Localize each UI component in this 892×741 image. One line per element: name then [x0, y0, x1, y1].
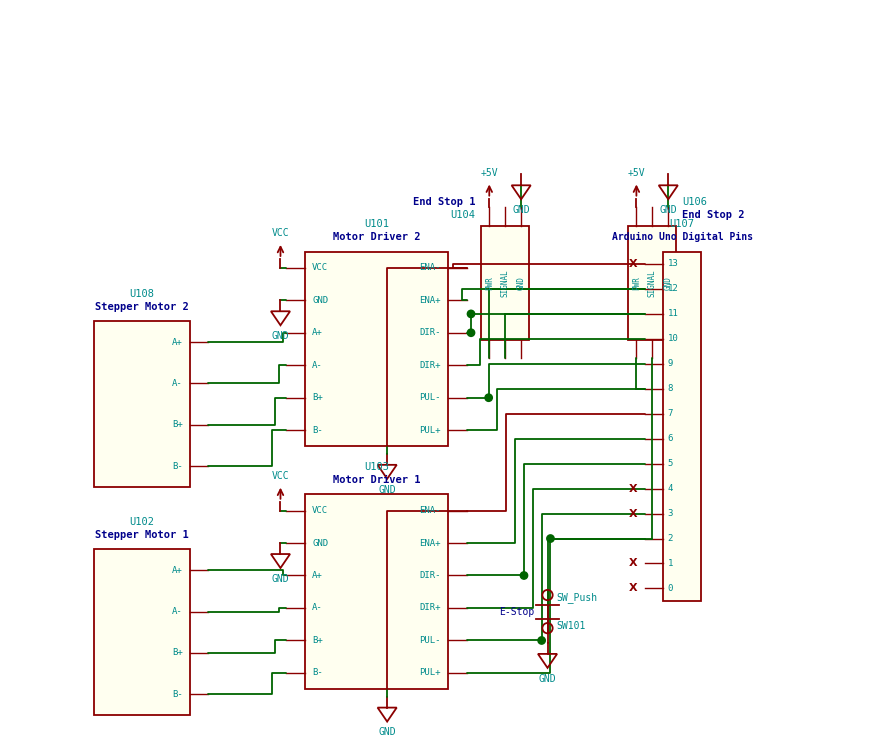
- Circle shape: [467, 329, 475, 336]
- Text: U102: U102: [129, 517, 154, 528]
- Circle shape: [485, 394, 492, 402]
- Text: 6: 6: [667, 434, 673, 443]
- Text: GND: GND: [272, 331, 289, 341]
- Text: X: X: [629, 508, 638, 519]
- Text: +5V: +5V: [628, 168, 645, 178]
- Text: DIR+: DIR+: [419, 603, 441, 613]
- Text: A-: A-: [172, 607, 183, 616]
- Text: 2: 2: [667, 534, 673, 543]
- Text: End Stop 1: End Stop 1: [413, 197, 475, 207]
- Text: 7: 7: [667, 409, 673, 418]
- Text: U101: U101: [364, 219, 389, 230]
- Text: B-: B-: [172, 462, 183, 471]
- Text: GND: GND: [659, 205, 677, 215]
- Text: ENA-: ENA-: [419, 263, 441, 272]
- Text: A+: A+: [172, 338, 183, 347]
- Text: Motor Driver 2: Motor Driver 2: [333, 232, 420, 242]
- FancyBboxPatch shape: [305, 251, 448, 446]
- Text: PWR: PWR: [484, 276, 494, 290]
- Text: SW101: SW101: [557, 621, 586, 631]
- Text: 4: 4: [667, 484, 673, 493]
- Text: U107: U107: [670, 219, 695, 230]
- Circle shape: [520, 572, 528, 579]
- Text: VCC: VCC: [312, 506, 328, 515]
- Text: SIGNAL: SIGNAL: [500, 269, 509, 296]
- Text: DIR-: DIR-: [419, 328, 441, 337]
- Text: GND: GND: [312, 296, 328, 305]
- Text: U103: U103: [364, 462, 389, 472]
- Text: GND: GND: [312, 539, 328, 548]
- Text: 5: 5: [667, 459, 673, 468]
- Text: B+: B+: [172, 648, 183, 657]
- FancyBboxPatch shape: [629, 226, 676, 340]
- Text: PUL+: PUL+: [419, 668, 441, 677]
- Text: A+: A+: [312, 328, 323, 337]
- Text: GND: GND: [516, 276, 525, 290]
- Text: B+: B+: [312, 393, 323, 402]
- Text: X: X: [629, 583, 638, 594]
- Text: GND: GND: [664, 276, 673, 290]
- Text: VCC: VCC: [272, 471, 289, 481]
- FancyBboxPatch shape: [305, 494, 448, 689]
- Text: Stepper Motor 1: Stepper Motor 1: [95, 530, 189, 540]
- Text: ENA-: ENA-: [419, 506, 441, 515]
- Text: B+: B+: [312, 636, 323, 645]
- Text: VCC: VCC: [312, 263, 328, 272]
- Text: X: X: [629, 559, 638, 568]
- FancyBboxPatch shape: [95, 549, 190, 715]
- FancyBboxPatch shape: [663, 251, 701, 601]
- Text: GND: GND: [539, 674, 557, 684]
- Text: GND: GND: [272, 574, 289, 584]
- Text: DIR-: DIR-: [419, 571, 441, 580]
- Text: 3: 3: [667, 509, 673, 518]
- Text: +5V: +5V: [481, 168, 498, 178]
- Text: End Stop 2: End Stop 2: [682, 210, 745, 220]
- Text: VCC: VCC: [272, 228, 289, 239]
- Text: X: X: [629, 259, 638, 269]
- Text: A+: A+: [312, 571, 323, 580]
- Text: A-: A-: [172, 379, 183, 388]
- Text: 0: 0: [667, 584, 673, 593]
- Text: Stepper Motor 2: Stepper Motor 2: [95, 302, 189, 312]
- FancyBboxPatch shape: [482, 226, 529, 340]
- Text: GND: GND: [378, 728, 396, 737]
- Text: 8: 8: [667, 385, 673, 393]
- Circle shape: [467, 310, 475, 318]
- Text: PWR: PWR: [632, 276, 641, 290]
- Text: 13: 13: [667, 259, 678, 268]
- Text: A-: A-: [312, 361, 323, 370]
- Text: 12: 12: [667, 285, 678, 293]
- Text: U108: U108: [129, 289, 154, 299]
- Text: B-: B-: [312, 668, 323, 677]
- Text: B+: B+: [172, 420, 183, 429]
- Text: GND: GND: [378, 485, 396, 495]
- Text: U106: U106: [682, 197, 707, 207]
- Text: PUL+: PUL+: [419, 426, 441, 435]
- Text: SW_Push: SW_Push: [557, 592, 598, 602]
- Text: GND: GND: [512, 205, 530, 215]
- Text: U104: U104: [450, 210, 475, 220]
- Circle shape: [538, 637, 545, 644]
- Text: SIGNAL: SIGNAL: [648, 269, 657, 296]
- Text: Motor Driver 1: Motor Driver 1: [333, 475, 420, 485]
- FancyBboxPatch shape: [95, 322, 190, 487]
- Text: PUL-: PUL-: [419, 636, 441, 645]
- Text: B-: B-: [172, 690, 183, 699]
- Text: ENA+: ENA+: [419, 296, 441, 305]
- Text: DIR+: DIR+: [419, 361, 441, 370]
- Text: A+: A+: [172, 565, 183, 574]
- Text: 11: 11: [667, 310, 678, 319]
- Text: E-Stop: E-Stop: [499, 607, 534, 617]
- Text: B-: B-: [312, 426, 323, 435]
- Text: 1: 1: [667, 559, 673, 568]
- Circle shape: [547, 535, 554, 542]
- Text: Arduino Uno Digital Pins: Arduino Uno Digital Pins: [612, 232, 753, 242]
- Text: ENA+: ENA+: [419, 539, 441, 548]
- Text: A-: A-: [312, 603, 323, 613]
- Text: X: X: [629, 484, 638, 494]
- Text: PUL-: PUL-: [419, 393, 441, 402]
- Text: 9: 9: [667, 359, 673, 368]
- Text: 10: 10: [667, 334, 678, 343]
